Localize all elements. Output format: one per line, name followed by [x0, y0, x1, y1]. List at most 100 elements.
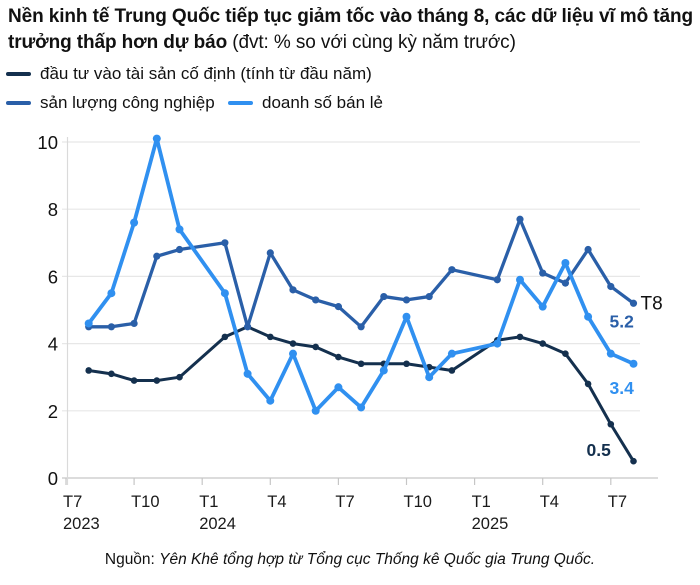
series-point-retail-sales [130, 218, 139, 227]
y-tick-label: 6 [48, 266, 58, 287]
x-tick-label: T7 [335, 493, 354, 511]
series-point-retail-sales [152, 134, 161, 143]
series-point-fixed-asset-investment [607, 420, 615, 428]
series-point-industrial-production [130, 319, 138, 328]
series-point-retail-sales [243, 369, 252, 378]
series-point-fixed-asset-investment [539, 340, 546, 347]
x-tick-label: T4 [267, 493, 286, 511]
series-point-fixed-asset-investment [584, 380, 592, 388]
series-point-fixed-asset-investment [357, 360, 365, 368]
series-point-retail-sales [516, 275, 524, 284]
series-point-retail-sales [334, 383, 343, 392]
series-point-fixed-asset-investment [289, 340, 297, 347]
legend: đầu tư vào tài sản cố định (tính từ đầu … [0, 62, 700, 122]
series-point-industrial-production [448, 266, 456, 274]
series-point-industrial-production [539, 269, 547, 277]
legend-item-fixed-asset-investment: đầu tư vào tài sản cố định (tính từ đầu … [6, 64, 372, 84]
series-point-fixed-asset-investment [108, 370, 115, 378]
series-point-industrial-production [334, 303, 342, 311]
series-point-fixed-asset-investment [448, 367, 456, 374]
x-tick-label: T7 [63, 493, 82, 511]
series-point-retail-sales [402, 312, 411, 321]
series-point-fixed-asset-investment [562, 350, 569, 357]
series-point-fixed-asset-investment [516, 333, 524, 341]
series-point-retail-sales [379, 366, 388, 375]
series-point-retail-sales [425, 373, 434, 382]
series-point-retail-sales [493, 339, 502, 348]
series-point-industrial-production [244, 323, 252, 331]
series-point-retail-sales [311, 406, 320, 415]
series-point-fixed-asset-investment [403, 360, 410, 368]
x-tick-label: T7 [608, 493, 627, 511]
series-point-industrial-production [221, 239, 229, 247]
series-point-industrial-production [493, 276, 501, 284]
series-point-industrial-production [584, 245, 592, 254]
series-point-industrial-production [629, 299, 638, 307]
series-point-fixed-asset-investment [335, 353, 342, 361]
x-tick-label: T1 [472, 493, 491, 511]
y-tick-label: 0 [48, 468, 58, 489]
series-point-industrial-production [107, 323, 115, 331]
series-point-industrial-production [357, 323, 365, 331]
legend-item-retail-sales: doanh số bán lẻ [228, 93, 383, 113]
series-point-industrial-production [561, 279, 570, 287]
x-year-label: 2023 [63, 515, 100, 533]
series-point-retail-sales [84, 319, 93, 328]
y-tick-label: 10 [37, 132, 58, 153]
series-point-retail-sales [584, 312, 593, 321]
y-tick-label: 8 [48, 199, 58, 220]
series-point-industrial-production [312, 296, 320, 304]
series-point-retail-sales [175, 225, 184, 234]
series-point-retail-sales [447, 349, 456, 358]
series-point-industrial-production [266, 249, 274, 257]
series-point-fixed-asset-investment [630, 457, 637, 465]
annotation-industrial-production-value: 5.2 [610, 311, 635, 331]
x-tick-label: T10 [131, 493, 159, 511]
legend-swatch-retail-sales [228, 101, 253, 105]
chart-title-text: Nền kinh tế Trung Quốc tiếp tục giảm tốc… [8, 6, 693, 53]
source-note: Nguồn: Yên Khê tổng hợp từ Tổng cục Thốn… [0, 551, 700, 569]
series-point-industrial-production [380, 292, 388, 301]
annotation-last-month: T8 [641, 293, 663, 314]
annotation-fixed-asset-investment-value: 0.5 [587, 440, 612, 460]
series-point-fixed-asset-investment [85, 367, 92, 374]
series-point-retail-sales [289, 349, 297, 358]
source-prefix: Nguồn: [104, 551, 155, 568]
series-point-fixed-asset-investment [267, 333, 274, 341]
series-line-fixed-asset-investment [87, 325, 635, 463]
series-point-industrial-production [607, 282, 615, 291]
legend-swatch-industrial-production [6, 101, 31, 105]
series-point-industrial-production [153, 252, 161, 260]
series-point-retail-sales [107, 289, 116, 298]
series-point-retail-sales [629, 359, 638, 368]
series-point-industrial-production [402, 296, 411, 304]
series-line-retail-sales [86, 136, 636, 413]
x-year-label: 2025 [472, 515, 509, 533]
series-point-retail-sales [357, 403, 366, 412]
series-point-industrial-production [175, 245, 184, 254]
series-point-industrial-production [289, 286, 297, 294]
legend-label: doanh số bán lẻ [262, 93, 383, 112]
series-point-retail-sales [266, 396, 275, 405]
series-point-retail-sales [606, 349, 615, 358]
x-tick-label: T10 [404, 493, 432, 511]
y-tick-label: 2 [48, 401, 58, 422]
x-tick-label: T1 [199, 493, 218, 511]
series-point-fixed-asset-investment [153, 377, 161, 384]
legend-label: đầu tư vào tài sản cố định (tính từ đầu … [40, 64, 372, 83]
x-year-label: 2024 [199, 515, 236, 533]
series-point-retail-sales [561, 258, 570, 267]
series-point-fixed-asset-investment [312, 343, 320, 351]
legend-label: sản lượng công nghiệp [40, 93, 215, 112]
annotation-retail-sales-value: 3.4 [610, 378, 635, 398]
series-point-industrial-production [425, 292, 433, 301]
series-point-fixed-asset-investment [130, 377, 138, 384]
series-line-industrial-production [87, 217, 636, 329]
legend-swatch-fixed-asset-investment [6, 72, 31, 76]
source-text: Yên Khê tổng hợp từ Tổng cục Thống kê Qu… [159, 551, 596, 568]
series-point-retail-sales [538, 302, 547, 311]
x-tick-label: T4 [540, 493, 559, 511]
legend-item-industrial-production: sản lượng công nghiệp [6, 93, 215, 113]
series-point-fixed-asset-investment [221, 333, 229, 341]
